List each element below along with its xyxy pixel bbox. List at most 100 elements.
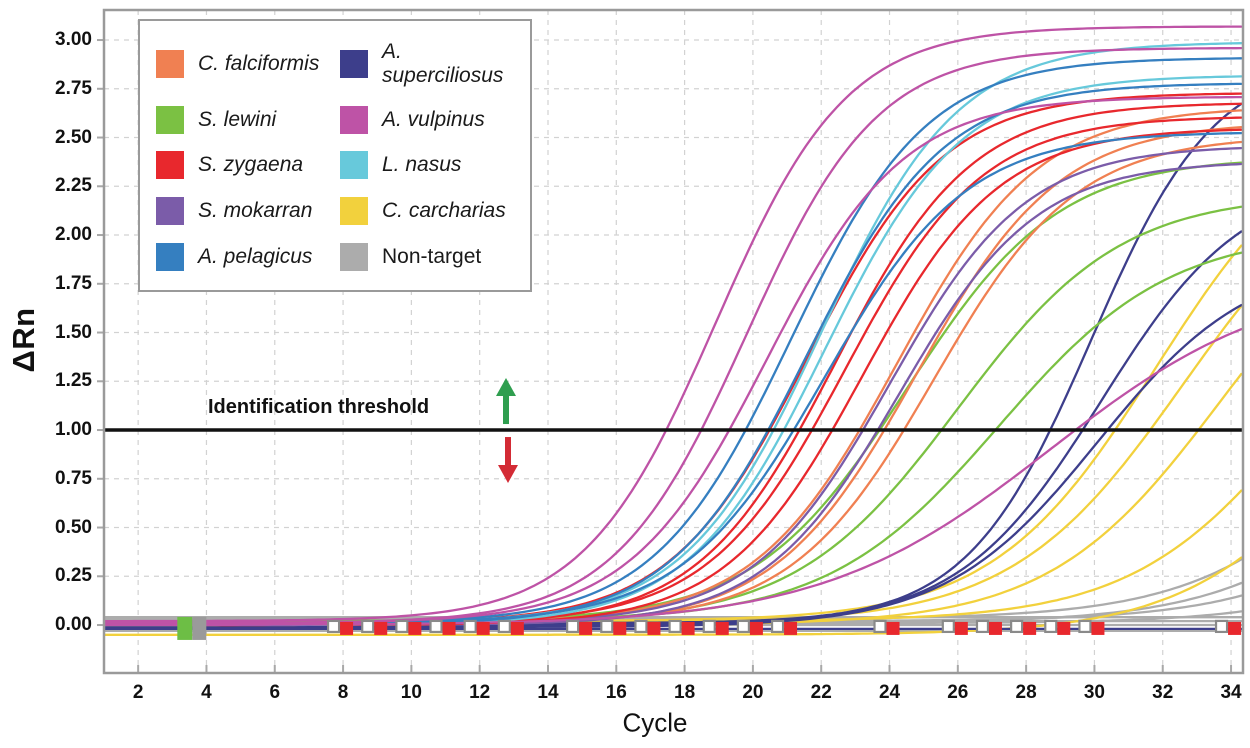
x-tick-label: 28	[1015, 682, 1037, 703]
legend-swatch	[156, 105, 184, 134]
legend-label: S. zygaena	[198, 153, 304, 177]
legend-item: S. lewini	[156, 97, 340, 143]
baseline-marker-open	[497, 619, 511, 634]
baseline-marker-flag	[749, 621, 763, 635]
amplification-curve	[104, 251, 1243, 623]
legend-label: A. superciliosus	[382, 39, 504, 87]
baseline-marker-flag	[613, 621, 627, 635]
baseline-marker-open	[429, 619, 443, 634]
y-tick-label: 1.75	[55, 272, 92, 294]
x-tick-label: 34	[1220, 682, 1242, 703]
y-tick-label: 1.50	[55, 321, 92, 343]
amplification-curve	[104, 25, 1243, 623]
legend-swatch	[156, 197, 184, 226]
legend-swatch	[156, 49, 184, 78]
legend-swatch	[340, 105, 368, 134]
legend-label: C. carcharias	[382, 199, 506, 223]
x-tick-label: 12	[469, 682, 491, 703]
legend-item: L. nasus	[340, 143, 524, 189]
legend-label: C. falciformis	[198, 51, 320, 75]
baseline-marker-open	[566, 619, 580, 634]
y-tick-label: 1.00	[55, 419, 92, 441]
baseline-marker-flag	[340, 621, 354, 635]
baseline-marker-flag	[647, 621, 661, 635]
baseline-marker-flag	[681, 621, 695, 635]
legend-item: S. mokarran	[156, 188, 340, 234]
start-marker-gray	[192, 616, 207, 640]
baseline-marker-open	[770, 619, 785, 634]
baseline-marker-open	[873, 619, 887, 634]
baseline-marker-open	[634, 619, 648, 634]
baseline-marker-open	[463, 619, 477, 634]
legend-item: A. pelagicus	[156, 234, 340, 280]
x-tick-label: 32	[1152, 682, 1174, 703]
legend-item: A. vulpinus	[340, 97, 524, 143]
legend-swatch	[340, 151, 368, 180]
baseline-marker-open	[600, 619, 614, 634]
x-tick-label: 30	[1083, 682, 1105, 703]
y-tick-label: 0.50	[55, 516, 92, 538]
x-tick-label: 6	[269, 682, 281, 703]
y-tick-label: 0.00	[55, 614, 92, 636]
x-tick-label: 10	[400, 682, 422, 703]
baseline-marker-open	[1214, 619, 1229, 634]
baseline-marker-open	[702, 619, 716, 634]
baseline-marker-flag	[1023, 621, 1037, 635]
x-tick-label: 16	[605, 682, 627, 703]
legend-swatch	[156, 151, 184, 180]
baseline-marker-open	[361, 619, 375, 634]
legend-label: A. pelagicus	[198, 245, 313, 269]
legend-label: L. nasus	[382, 153, 462, 177]
y-tick-label: 2.75	[55, 77, 92, 99]
y-tick-label: 0.25	[55, 565, 92, 587]
legend: C. falciformis A. superciliosus S. lewini A…	[138, 19, 532, 292]
x-tick-label: 24	[878, 682, 901, 703]
legend-label: Non-target	[382, 245, 482, 269]
legend-item: Non-target	[340, 234, 524, 280]
baseline-markers	[177, 616, 1242, 640]
legend-label: A. vulpinus	[382, 107, 485, 131]
legend-item: A. superciliosus	[340, 31, 524, 97]
baseline-marker-open	[941, 619, 955, 634]
legend-label: S. mokarran	[198, 199, 313, 223]
baseline-marker-flag	[374, 621, 388, 635]
baseline-marker-flag	[579, 621, 593, 635]
arrow-down-icon	[498, 437, 518, 484]
x-tick-label: 8	[337, 682, 349, 703]
amplification-curves	[104, 25, 1243, 636]
baseline-marker-open	[975, 619, 990, 634]
start-marker-green	[177, 616, 193, 640]
x-tick-label: 4	[201, 682, 212, 703]
x-tick-label: 26	[947, 682, 969, 703]
baseline-marker-flag	[988, 621, 1002, 635]
y-tick-label: 2.25	[55, 175, 92, 197]
amplification-curve	[104, 95, 1243, 625]
x-tick-label: 18	[674, 682, 696, 703]
baseline-marker-open	[668, 619, 682, 634]
legend-item: C. falciformis	[156, 31, 340, 97]
plot-frame	[102, 8, 1245, 675]
legend-swatch	[340, 49, 368, 78]
threshold-label: Identification threshold	[208, 396, 430, 418]
amplification-curve	[104, 328, 1243, 627]
baseline-marker-open	[326, 619, 341, 634]
baseline-marker-open	[1044, 619, 1058, 634]
arrow-up-icon	[496, 378, 516, 425]
y-tick-label: 1.25	[55, 370, 92, 392]
baseline-marker-flag	[784, 621, 798, 635]
x-axis-label: Cycle	[622, 707, 688, 738]
baseline-marker-open	[395, 619, 409, 634]
y-tick-label: 2.50	[55, 126, 92, 148]
baseline-marker-flag	[408, 621, 422, 635]
baseline-marker-flag	[442, 621, 456, 635]
legend-swatch	[340, 243, 368, 272]
baseline-marker-open	[1010, 619, 1024, 634]
baseline-marker-flag	[954, 621, 968, 635]
baseline-marker-open	[1078, 619, 1092, 634]
x-tick-label: 2	[132, 682, 144, 703]
x-tick-label: 14	[537, 682, 559, 703]
baseline-marker-flag	[476, 621, 490, 635]
legend-swatch	[340, 197, 368, 226]
